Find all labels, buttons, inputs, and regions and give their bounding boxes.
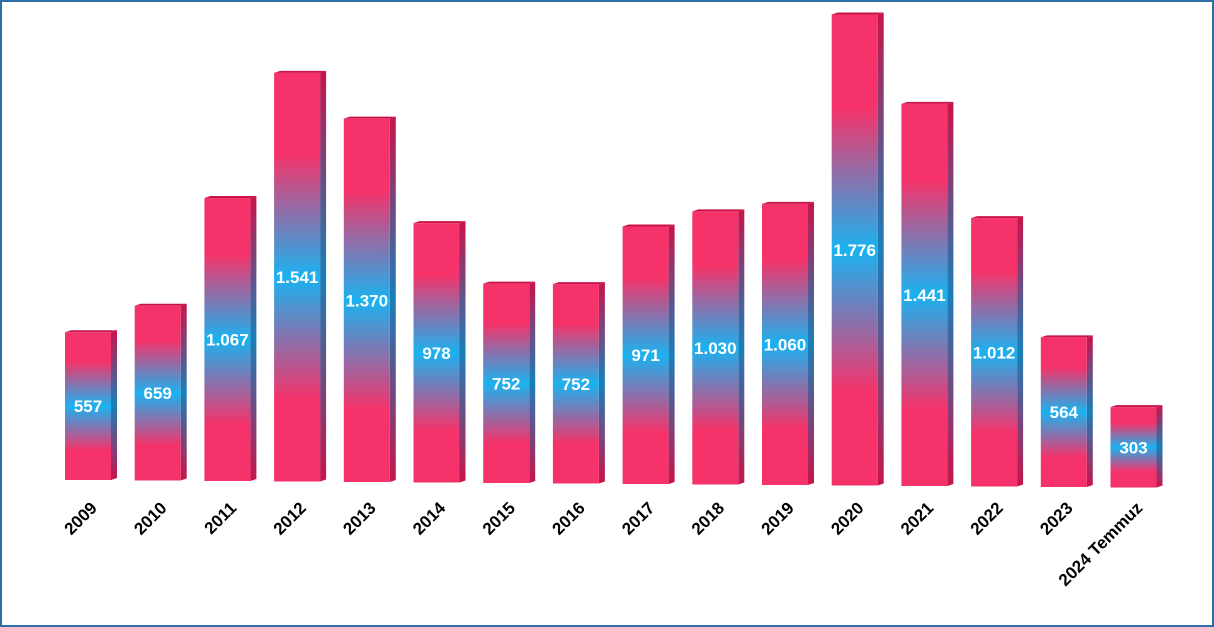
value-label-2015: 752: [492, 374, 520, 393]
x-tick-label-2020: 2020: [827, 498, 867, 538]
bar-cap-2013: [343, 116, 396, 119]
bar-2013: [343, 118, 390, 482]
bar-side-2018: [738, 209, 745, 485]
bar-cap-2011: [204, 196, 257, 199]
value-label-2018: 1.030: [694, 339, 737, 358]
value-label-2024-temmuz: 303: [1119, 438, 1147, 457]
x-tick-label-2010: 2010: [130, 498, 170, 538]
value-label-2014: 978: [422, 344, 450, 363]
bar-cap-2019: [762, 201, 814, 204]
value-label-2022: 1.012: [973, 343, 1016, 362]
bar-side-2014: [459, 221, 466, 483]
bar-cap-2010: [134, 303, 187, 306]
x-tick-label-2015: 2015: [479, 498, 519, 538]
bar-2011: [204, 198, 251, 481]
bar-2024-temmuz: [1110, 407, 1157, 488]
bar-side-2020: [877, 12, 884, 486]
bar-2018: [692, 211, 739, 485]
bar-side-2024-temmuz: [1156, 405, 1163, 488]
x-tick-label-2021: 2021: [897, 498, 937, 538]
value-label-2019: 1.060: [764, 335, 807, 354]
bar-2019: [762, 203, 808, 485]
bar-side-2019: [808, 201, 814, 485]
bar-side-2013: [389, 116, 396, 482]
bar-side-2021: [947, 101, 954, 487]
bar-2009: [65, 332, 111, 480]
bar-2012: [274, 72, 321, 482]
bar-side-2022: [1017, 216, 1024, 487]
value-label-2020: 1.776: [833, 241, 876, 260]
bar-2020: [831, 14, 878, 486]
x-tick-label-2017: 2017: [618, 498, 658, 538]
bar-side-2011: [250, 196, 257, 481]
x-tick-label-2016: 2016: [549, 498, 589, 538]
bar-cap-2016: [552, 282, 605, 285]
x-tick-label-2011: 2011: [201, 498, 241, 538]
bar-2023: [1040, 337, 1087, 487]
x-tick-label-2019: 2019: [758, 498, 798, 538]
x-tick-label-2009: 2009: [61, 498, 101, 538]
bar-side-2015: [529, 281, 536, 483]
x-tick-label-2023: 2023: [1036, 498, 1076, 538]
bar-2022: [971, 218, 1018, 487]
bar-side-2010: [180, 303, 187, 481]
value-label-2016: 752: [562, 375, 590, 394]
bar-side-2017: [668, 224, 675, 485]
value-label-2011: 1.067: [206, 331, 249, 350]
bar-cap-2014: [413, 221, 466, 224]
bar-cap-2022: [971, 216, 1024, 219]
value-label-2017: 971: [631, 346, 659, 365]
value-label-2023: 564: [1050, 403, 1079, 422]
bar-2021: [901, 103, 948, 487]
bar-side-2023: [1086, 335, 1093, 487]
x-tick-label-2018: 2018: [688, 498, 728, 538]
bar-2015: [483, 283, 530, 483]
bar-cap-2023: [1040, 335, 1093, 338]
bar-cap-2020: [831, 12, 884, 15]
x-tick-label-2014: 2014: [409, 498, 450, 539]
bar-cap-2015: [483, 281, 536, 284]
bar-cap-2012: [274, 70, 327, 73]
bar-2017: [622, 226, 669, 485]
value-label-2010: 659: [144, 384, 172, 403]
bar-side-2016: [598, 282, 605, 484]
value-label-2009: 557: [74, 397, 102, 416]
bar-2010: [134, 305, 181, 481]
bar-cap-2024-temmuz: [1110, 405, 1163, 408]
bar-side-2009: [111, 330, 117, 480]
value-label-2021: 1.441: [903, 286, 946, 305]
bar-cap-2021: [901, 101, 954, 104]
bar-2014: [413, 223, 460, 483]
bar-2016: [552, 284, 599, 484]
bar-cap-2018: [692, 209, 745, 212]
bar-cap-2009: [65, 330, 117, 333]
x-tick-label-2013: 2013: [339, 498, 379, 538]
bar-side-2012: [320, 70, 327, 482]
x-tick-label-2022: 2022: [967, 498, 1007, 538]
bar-cap-2017: [622, 224, 675, 227]
x-tick-label-2012: 2012: [270, 498, 310, 538]
value-label-2013: 1.370: [346, 291, 389, 310]
value-label-2012: 1.541: [276, 268, 319, 287]
